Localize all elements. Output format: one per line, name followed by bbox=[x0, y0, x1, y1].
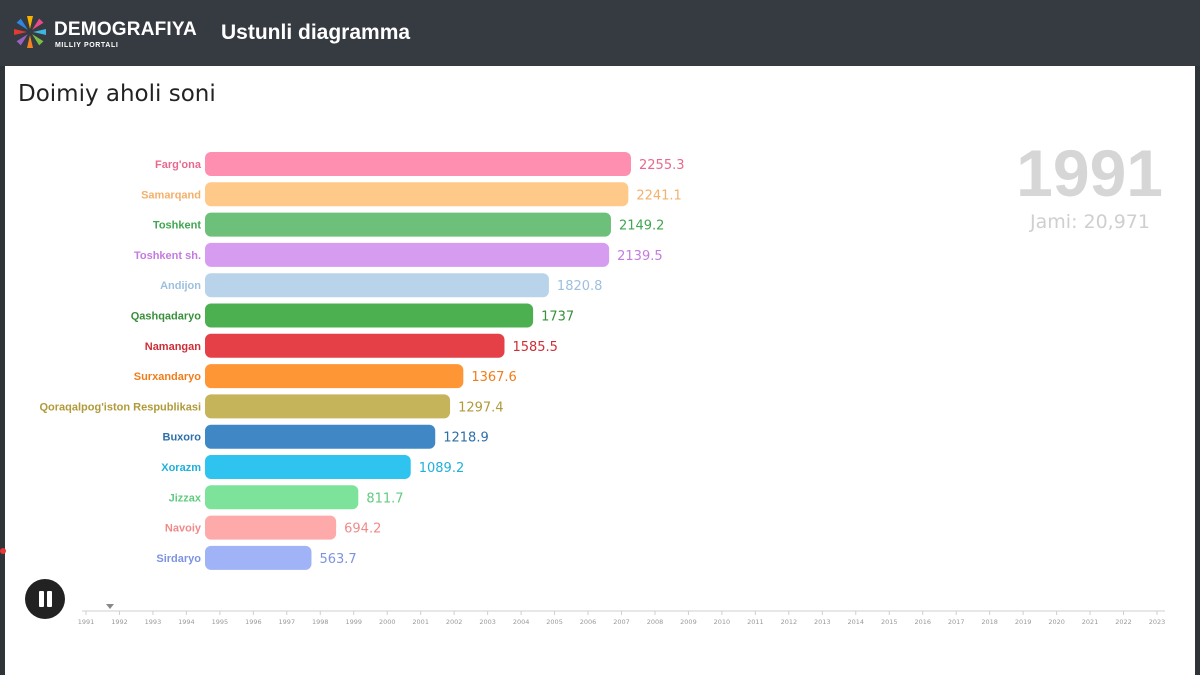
category-label: Farg'ona bbox=[155, 159, 202, 171]
timeline-year-label[interactable]: 2022 bbox=[1115, 618, 1132, 626]
value-label: 1089.2 bbox=[419, 461, 465, 476]
timeline-year-label[interactable]: 1991 bbox=[78, 618, 95, 626]
category-label: Xorazm bbox=[161, 462, 201, 474]
timeline-year-label[interactable]: 1999 bbox=[345, 618, 362, 626]
timeline-year-label[interactable]: 1995 bbox=[212, 618, 229, 626]
pause-icon bbox=[39, 591, 44, 607]
timeline-year-label[interactable]: 2020 bbox=[1048, 618, 1065, 626]
timeline-year-label[interactable]: 2006 bbox=[580, 618, 597, 626]
value-label: 1585.5 bbox=[512, 340, 558, 355]
value-label: 1367.6 bbox=[471, 370, 516, 385]
timeline-year-label[interactable]: 1993 bbox=[145, 618, 162, 626]
bar-6 bbox=[205, 333, 505, 358]
bar-13 bbox=[205, 545, 312, 570]
brand-subtitle: MILLIY PORTALI bbox=[55, 42, 119, 49]
category-label: Jizzax bbox=[169, 492, 202, 504]
value-label: 694.2 bbox=[344, 522, 381, 537]
timeline-year-label[interactable]: 2009 bbox=[680, 618, 697, 626]
timeline-year-label[interactable]: 2007 bbox=[613, 618, 630, 626]
timeline-year-label[interactable]: 1997 bbox=[279, 618, 296, 626]
timeline-year-label[interactable]: 2012 bbox=[781, 618, 798, 626]
bar-8 bbox=[205, 394, 451, 419]
timeline-year-label[interactable]: 2000 bbox=[379, 618, 396, 626]
total-label: Jami: 20,971 bbox=[1029, 211, 1150, 233]
bar-0 bbox=[205, 152, 631, 176]
category-label: Qashqadaryo bbox=[131, 311, 202, 323]
bar-10 bbox=[205, 455, 411, 479]
bar-5 bbox=[205, 303, 534, 328]
demografiya-logo-icon bbox=[14, 16, 46, 48]
value-label: 1297.4 bbox=[458, 400, 504, 415]
year-label: 1991 bbox=[1016, 136, 1163, 210]
bar-7 bbox=[205, 364, 464, 389]
bar-2 bbox=[205, 212, 611, 237]
app-title: Ustunli diagramma bbox=[221, 21, 411, 44]
category-label: Andijon bbox=[160, 280, 201, 292]
category-label: Qoraqalpog'iston Respublikasi bbox=[39, 401, 201, 413]
timeline-year-label[interactable]: 2019 bbox=[1015, 618, 1032, 626]
timeline-year-label[interactable]: 2023 bbox=[1149, 618, 1166, 626]
top-bar: DEMOGRAFIYA MILLIY PORTALI Ustunli diagr… bbox=[0, 0, 1200, 66]
timeline-year-label[interactable]: 2005 bbox=[546, 618, 563, 626]
bar-chart: Farg'ona 2255.3 Samarqand 2241.1 Toshkent 214… bbox=[39, 136, 1166, 626]
timeline-year-label[interactable]: 2018 bbox=[981, 618, 998, 626]
timeline-year-label[interactable]: 2001 bbox=[412, 618, 429, 626]
value-label: 1820.8 bbox=[557, 279, 603, 294]
timeline-year-label[interactable]: 2021 bbox=[1082, 618, 1099, 626]
bar-4 bbox=[205, 273, 549, 298]
timeline-year-label[interactable]: 2002 bbox=[446, 618, 463, 626]
pause-button[interactable] bbox=[25, 579, 65, 619]
timeline-year-label[interactable]: 2011 bbox=[747, 618, 764, 626]
value-label: 2255.3 bbox=[639, 158, 685, 173]
timeline-year-label[interactable]: 2013 bbox=[814, 618, 831, 626]
bar-3 bbox=[205, 242, 610, 267]
timeline-year-label[interactable]: 1996 bbox=[245, 618, 262, 626]
category-label: Navoiy bbox=[165, 523, 202, 535]
timeline-year-label[interactable]: 2003 bbox=[479, 618, 496, 626]
bar-11 bbox=[205, 485, 359, 510]
category-label: Sirdaryo bbox=[156, 553, 201, 565]
category-label: Toshkent sh. bbox=[134, 250, 201, 262]
timeline-year-label[interactable]: 2015 bbox=[881, 618, 898, 626]
bar-12 bbox=[205, 515, 337, 540]
category-label: Buxoro bbox=[163, 432, 202, 444]
timeline-year-label[interactable]: 1994 bbox=[178, 618, 195, 626]
bar-1 bbox=[205, 182, 629, 207]
timeline-year-label[interactable]: 2014 bbox=[848, 618, 865, 626]
value-label: 811.7 bbox=[366, 491, 403, 506]
page-title: Doimiy aholi soni bbox=[18, 81, 216, 107]
timeline-year-label[interactable]: 2004 bbox=[513, 618, 530, 626]
value-label: 2139.5 bbox=[617, 249, 663, 264]
brand-name: DEMOGRAFIYA bbox=[54, 19, 197, 40]
timeline-handle[interactable] bbox=[106, 604, 114, 609]
chart-panel: Doimiy aholi soni Farg'ona 2255.3 Samarqan… bbox=[5, 66, 1195, 675]
timeline-year-label[interactable]: 2016 bbox=[914, 618, 931, 626]
category-label: Samarqand bbox=[141, 189, 201, 201]
timeline-start-marker bbox=[0, 548, 6, 554]
category-label: Toshkent bbox=[153, 220, 201, 232]
category-label: Namangan bbox=[145, 341, 202, 353]
timeline-year-label[interactable]: 2017 bbox=[948, 618, 965, 626]
value-label: 1737 bbox=[541, 310, 574, 325]
value-label: 1218.9 bbox=[443, 431, 489, 446]
timeline-year-label[interactable]: 2010 bbox=[714, 618, 731, 626]
timeline-year-label[interactable]: 1992 bbox=[111, 618, 128, 626]
value-label: 2241.1 bbox=[636, 188, 682, 203]
bar-9 bbox=[205, 424, 436, 449]
timeline-year-label[interactable]: 1998 bbox=[312, 618, 329, 626]
timeline-year-label[interactable]: 2008 bbox=[647, 618, 664, 626]
category-label: Surxandaryo bbox=[134, 371, 202, 383]
value-label: 2149.2 bbox=[619, 219, 665, 234]
value-label: 563.7 bbox=[319, 552, 356, 567]
